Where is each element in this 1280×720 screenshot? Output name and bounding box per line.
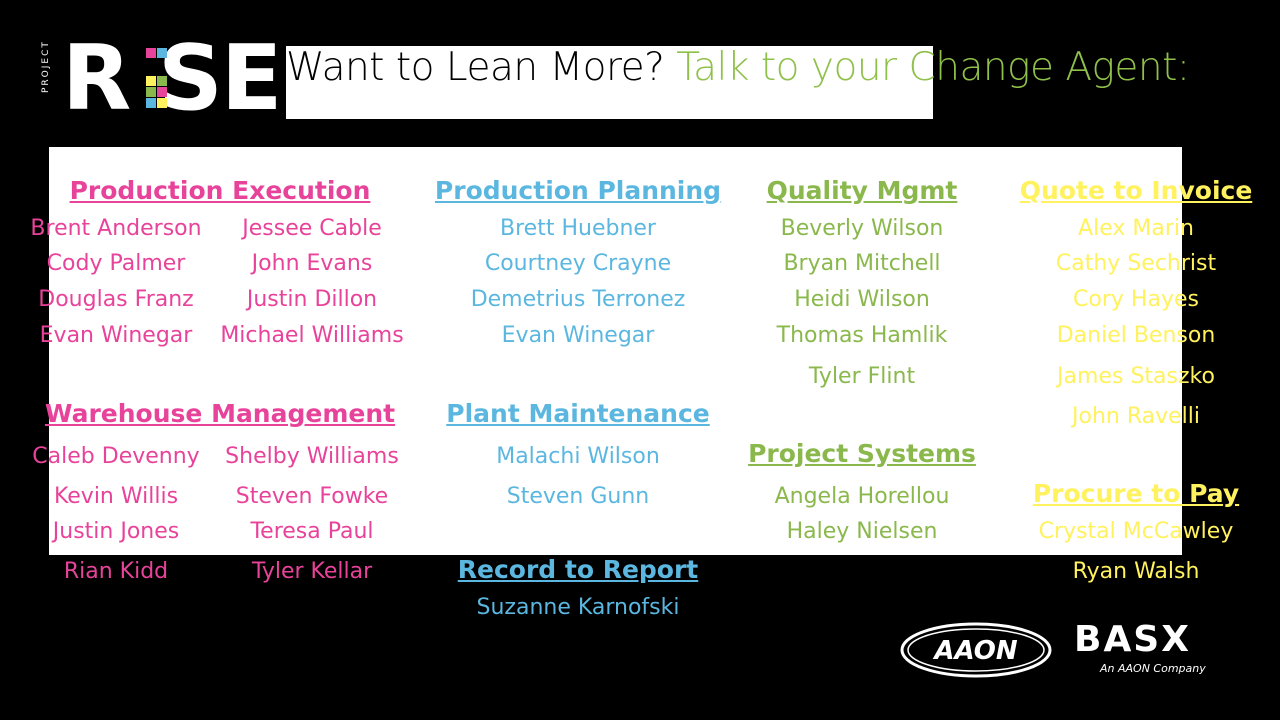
agent-name: Jessee Cable bbox=[242, 216, 382, 241]
agent-name: Daniel Benson bbox=[1056, 323, 1216, 348]
agent-name: Bryan Mitchell bbox=[783, 251, 941, 276]
heading-production-planning: Production Planning bbox=[434, 176, 722, 205]
agent-name: Steven Gunn bbox=[506, 484, 650, 509]
agent-name: Justin Jones bbox=[52, 519, 180, 544]
agent-name: Evan Winegar bbox=[39, 323, 193, 348]
agent-name: Crystal McCawley bbox=[1038, 519, 1234, 544]
heading-quality-mgmt: Quality Mgmt bbox=[766, 176, 958, 205]
agent-name: Alex Marin bbox=[1078, 216, 1194, 241]
agent-name: Brent Anderson bbox=[30, 216, 202, 241]
agent-name: James Staszko bbox=[1057, 364, 1215, 389]
agent-name: Ryan Walsh bbox=[1072, 559, 1200, 584]
agent-name: Thomas Hamlik bbox=[776, 323, 948, 348]
agent-name: Cory Hayes bbox=[1073, 287, 1199, 312]
heading-warehouse-management: Warehouse Management bbox=[44, 399, 396, 428]
agent-name: Courtney Crayne bbox=[484, 251, 672, 276]
heading-project-systems: Project Systems bbox=[748, 439, 976, 468]
agent-name: Justin Dillon bbox=[246, 287, 378, 312]
agent-name: Steven Fowke bbox=[235, 484, 389, 509]
rise-logo-i-blocks bbox=[146, 48, 168, 114]
agent-name: John Evans bbox=[251, 251, 373, 276]
aaon-logo: AAON bbox=[900, 622, 1052, 678]
page-title: Want to Lean More? Talk to your Change A… bbox=[286, 44, 1190, 92]
agent-name: Tyler Kellar bbox=[251, 559, 373, 584]
agent-name: Evan Winegar bbox=[501, 323, 655, 348]
agent-name: John Ravelli bbox=[1071, 404, 1201, 429]
heading-plant-maintenance: Plant Maintenance bbox=[446, 399, 710, 428]
agent-name: Tyler Flint bbox=[808, 364, 916, 389]
agent-name: Demetrius Terronez bbox=[470, 287, 686, 312]
agent-name: Beverly Wilson bbox=[780, 216, 944, 241]
logo-project-text: PROJECT bbox=[41, 40, 51, 93]
agent-name: Shelby Williams bbox=[225, 444, 399, 469]
agent-name: Cathy Sechrist bbox=[1055, 251, 1217, 276]
title-background bbox=[286, 46, 933, 119]
heading-record-to-report: Record to Report bbox=[457, 555, 699, 584]
agent-name: Caleb Devenny bbox=[32, 444, 200, 469]
agent-name: Kevin Willis bbox=[53, 484, 179, 509]
agent-name: Haley Nielsen bbox=[786, 519, 938, 544]
basx-logo: BASX bbox=[1074, 619, 1191, 660]
agent-name: Rian Kidd bbox=[63, 559, 169, 584]
heading-procure-to-pay: Procure to Pay bbox=[1032, 479, 1240, 508]
heading-quote-to-invoice: Quote to Invoice bbox=[1019, 176, 1253, 205]
agent-name: Heidi Wilson bbox=[794, 287, 930, 312]
agent-name: Teresa Paul bbox=[250, 519, 374, 544]
content-panel bbox=[49, 147, 1182, 555]
agent-name: Michael Williams bbox=[220, 323, 404, 348]
aaon-logo-text: AAON bbox=[932, 636, 1018, 666]
agent-name: Angela Horellou bbox=[774, 484, 950, 509]
agent-name: Suzanne Karnofski bbox=[476, 595, 680, 620]
rise-logo: R SE bbox=[62, 26, 282, 131]
heading-production-execution: Production Execution bbox=[69, 176, 371, 205]
title-question: Want to Lean More? bbox=[286, 45, 665, 90]
agent-name: Malachi Wilson bbox=[496, 444, 660, 469]
agent-name: Douglas Franz bbox=[38, 287, 194, 312]
agent-name: Cody Palmer bbox=[46, 251, 186, 276]
title-call-to-action: Talk to your Change Agent: bbox=[676, 45, 1190, 90]
agent-name: Brett Huebner bbox=[500, 216, 656, 241]
basx-tagline: An AAON Company bbox=[1100, 662, 1206, 675]
